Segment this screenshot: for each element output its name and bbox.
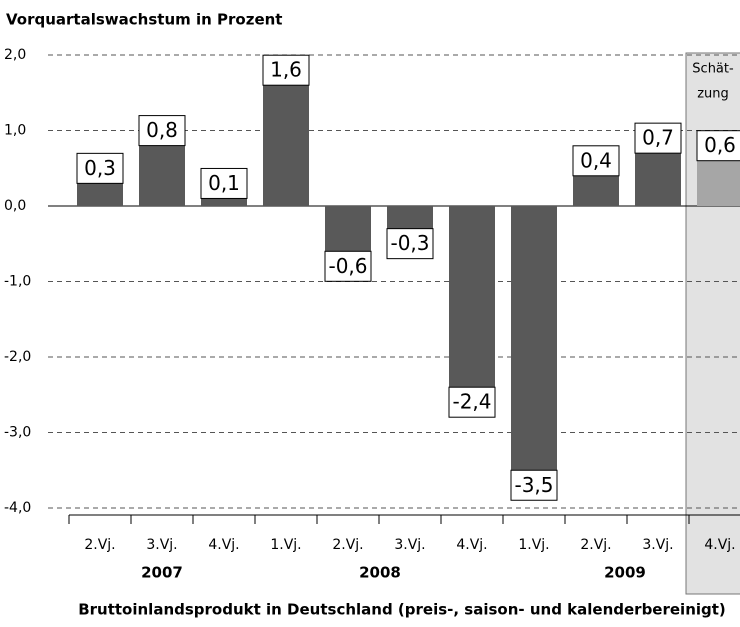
bar [697, 160, 740, 206]
year-label: 2007 [141, 564, 183, 582]
x-tick-label: 1.Vj. [518, 537, 549, 553]
y-tick-label: 1,0 [4, 123, 26, 139]
value-label: -3,5 [514, 473, 553, 497]
y-tick-label: 0,0 [4, 198, 26, 214]
bar [139, 145, 185, 206]
bar [449, 206, 495, 388]
value-label-box [634, 122, 682, 154]
x-axis-title: Bruttoinlandsprodukt in Deutschland (pre… [78, 601, 726, 619]
value-label: 0,3 [84, 156, 116, 180]
bar [387, 206, 433, 229]
x-tick-label: 3.Vj. [642, 537, 673, 553]
value-label-box [76, 152, 124, 184]
bar [263, 85, 309, 206]
value-label: -0,6 [328, 254, 367, 278]
value-label-box [262, 54, 310, 86]
bar [201, 198, 247, 206]
value-label-box [138, 115, 186, 147]
value-label: 0,1 [208, 171, 240, 195]
value-label: 1,6 [270, 58, 302, 82]
bar [325, 206, 371, 252]
annotation: Schät- [692, 62, 734, 77]
year-label: 2008 [359, 564, 401, 582]
x-tick-label: 3.Vj. [394, 537, 425, 553]
x-tick-label: 1.Vj. [270, 537, 301, 553]
value-label: -2,4 [452, 390, 491, 414]
value-label-box [510, 469, 558, 501]
value-label-box [200, 167, 248, 199]
y-tick-label: -4,0 [4, 500, 31, 516]
value-label-box [696, 130, 740, 162]
value-label-box [324, 250, 372, 282]
x-tick-label: 2.Vj. [332, 537, 363, 553]
x-tick-label: 2.Vj. [580, 537, 611, 553]
value-label: 0,6 [704, 133, 736, 157]
value-label: 0,4 [580, 148, 612, 172]
annotation: zung [697, 87, 729, 102]
y-tick-label: 2,0 [4, 47, 26, 63]
x-tick-label: 3.Vj. [146, 537, 177, 553]
bar [77, 183, 123, 206]
x-tick-label: 4.Vj. [456, 537, 487, 553]
x-tick-label: 2.Vj. [84, 537, 115, 553]
bar [573, 175, 619, 206]
y-tick-label: -1,0 [4, 274, 31, 290]
value-label: 0,8 [146, 118, 178, 142]
bar [635, 153, 681, 206]
x-tick-label: 4.Vj. [704, 537, 735, 553]
year-label: 2009 [604, 564, 646, 582]
value-label: -0,3 [390, 231, 429, 255]
bar [511, 206, 557, 471]
x-tick-label: 4.Vj. [208, 537, 239, 553]
y-tick-label: -3,0 [4, 425, 31, 441]
y-tick-label: -2,0 [4, 349, 31, 365]
value-label-box [448, 386, 496, 418]
value-label-box [572, 145, 620, 177]
value-label: 0,7 [642, 126, 674, 150]
value-label-box [386, 228, 434, 260]
chart-title: Vorquartalswachstum in Prozent [6, 11, 282, 29]
